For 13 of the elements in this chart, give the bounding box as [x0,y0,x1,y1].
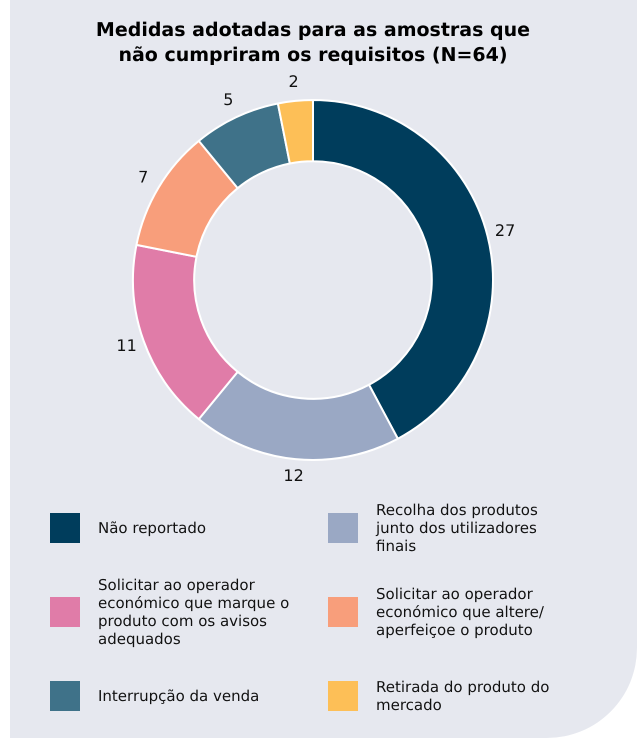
data-label: 27 [494,221,516,240]
data-label: 12 [283,466,304,486]
chart-title: Medidas adotadas para as amostras que não cumpriram os requisitos (N=64) [94,18,532,68]
legend-label: Solicitar ao operador económico que altere/ aperfeiçoe o produto [376,585,545,639]
legend-label: Retirada do produto do mercado [376,678,550,714]
legend-label: Solicitar ao operador económico que marque o produto com os avisos adequados [98,576,290,648]
legend-label: Recolha dos produtos junto dos utilizadores finais [376,501,539,555]
data-label: 7 [138,167,148,186]
data-label: 5 [223,90,234,110]
data-label: 11 [116,336,137,355]
legend-label: Não reportado [98,519,208,537]
data-label: 2 [288,72,299,92]
legend-label: Interrupção da venda [98,687,260,705]
